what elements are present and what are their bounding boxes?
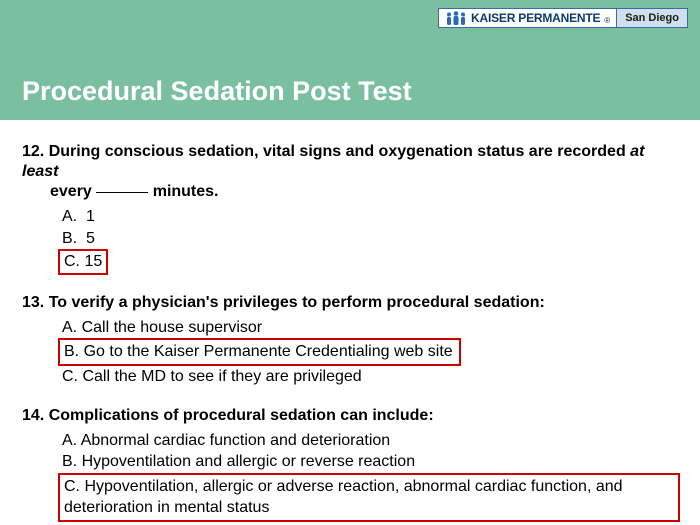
question-12: 12. During conscious sedation, vital sig… [22, 142, 678, 275]
q12-line2: every minutes. [50, 182, 219, 202]
q14-opt-c-correct: C. Hypoventilation, allergic or adverse … [58, 473, 680, 522]
q14-opt-a: A. Abnormal cardiac function and deterio… [62, 430, 678, 452]
brand-name: KAISER PERMANENTE [471, 11, 600, 25]
q13-options: A. Call the house supervisor B. Go to th… [62, 317, 678, 388]
brand-bar: KAISER PERMANENTE ® San Diego [438, 8, 688, 28]
question-13: 13. To verify a physician's privileges t… [22, 293, 678, 388]
q13-opt-a: A. Call the house supervisor [62, 317, 678, 339]
q14-opt-b: B. Hypoventilation and allergic or rever… [62, 451, 678, 473]
question-14-text: 14. Complications of procedural sedation… [22, 406, 678, 426]
q12-opt-b: B. 5 [62, 228, 678, 250]
question-13-text: 13. To verify a physician's privileges t… [22, 293, 678, 313]
q14-options: A. Abnormal cardiac function and deterio… [62, 430, 678, 522]
q12-number: 12. [22, 143, 44, 160]
q13-opt-c: C. Call the MD to see if they are privil… [62, 366, 678, 388]
question-12-text: 12. During conscious sedation, vital sig… [22, 142, 678, 202]
q13-stem: To verify a physician's privileges to pe… [49, 294, 545, 311]
q12-options: A. 1 B. 5 C. 15 [62, 206, 678, 275]
page-title: Procedural Sedation Post Test [22, 76, 412, 107]
q12-pre: During conscious sedation, vital signs a… [49, 143, 630, 160]
slide-header: KAISER PERMANENTE ® San Diego Procedural… [0, 0, 700, 120]
q14-number: 14. [22, 407, 44, 424]
q13-opt-b-correct: B. Go to the Kaiser Permanente Credentia… [58, 338, 461, 366]
content-area: 12. During conscious sedation, vital sig… [0, 120, 700, 522]
brand-logo-box: KAISER PERMANENTE ® [438, 8, 617, 28]
registered-mark: ® [604, 16, 610, 25]
q13-number: 13. [22, 294, 44, 311]
q12-opt-a: A. 1 [62, 206, 678, 228]
q12-opt-c-correct: C. 15 [58, 249, 108, 275]
brand-region: San Diego [617, 8, 688, 28]
blank-line [96, 192, 148, 193]
question-14: 14. Complications of procedural sedation… [22, 406, 678, 522]
q14-stem: Complications of procedural sedation can… [49, 407, 434, 424]
people-icon [445, 11, 467, 25]
